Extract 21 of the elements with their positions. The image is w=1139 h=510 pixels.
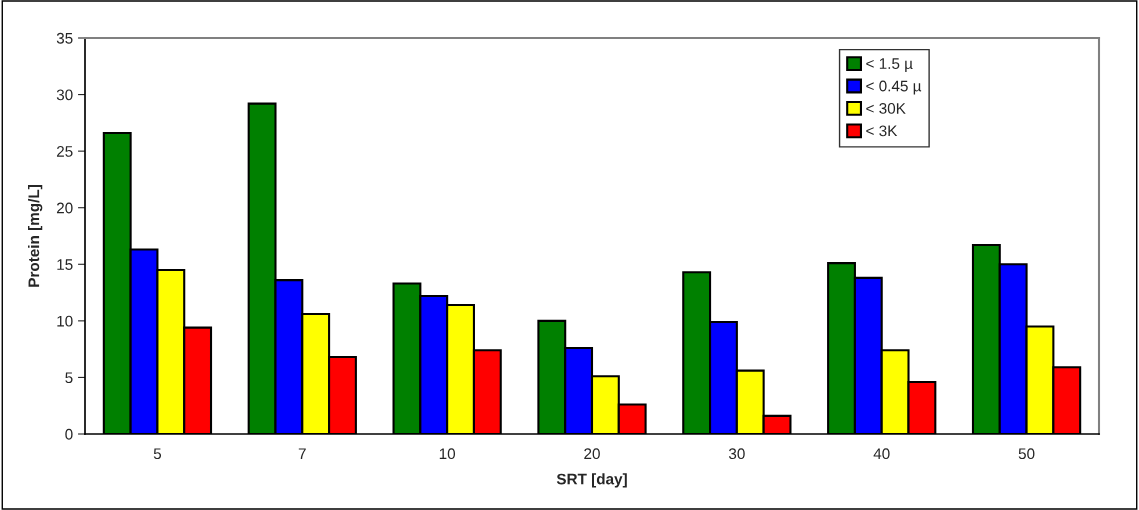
x-tick-label: 10 [439, 448, 456, 460]
x-tick-label: 20 [584, 448, 600, 460]
y-tick-label: 0 [65, 428, 73, 440]
y-tick-label: 20 [56, 202, 73, 214]
y-tick-label: 30 [56, 89, 73, 101]
y-tick-label: 35 [56, 32, 73, 44]
x-tick-label: 50 [1018, 448, 1035, 460]
y-tick-label: 15 [57, 259, 73, 270]
x-tick-label: 30 [728, 448, 745, 460]
legend-label: < 1.5 µ [866, 58, 913, 73]
x-axis-title: SRT [day] [556, 473, 627, 488]
y-axis-title: Protein [mg/L] [28, 185, 43, 287]
legend-label: < 30K [866, 103, 906, 114]
legend-label: < 3K [866, 125, 898, 137]
x-tick-label: 40 [873, 448, 890, 460]
y-tick-label: 25 [56, 146, 73, 157]
y-tick-label: 10 [57, 315, 73, 327]
legend-label: < 0.45 µ [866, 80, 922, 95]
y-tick-label: 5 [65, 372, 73, 384]
x-tick-label: 5 [153, 448, 162, 460]
x-tick-label: 7 [298, 448, 306, 459]
